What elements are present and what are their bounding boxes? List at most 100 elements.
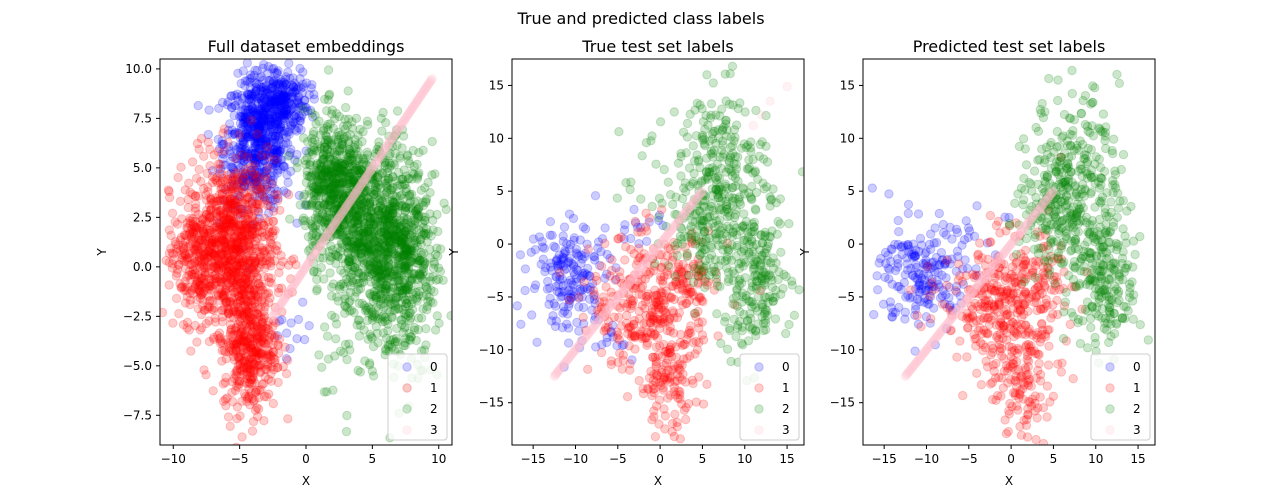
scatter-point (249, 70, 260, 81)
scatter-point (182, 323, 192, 333)
scatter-point (286, 120, 296, 130)
scatter-point (260, 167, 270, 178)
scatter-point (245, 77, 255, 88)
scatter-point (256, 71, 266, 82)
scatter-point (257, 118, 267, 129)
scatter-point (254, 173, 264, 184)
scatter-point (235, 411, 245, 421)
scatter-point (278, 91, 289, 102)
scatter-point (257, 96, 267, 106)
scatter-point (270, 154, 281, 165)
scatter-point (171, 239, 181, 249)
scatter-point (254, 226, 265, 237)
scatter-point (240, 105, 250, 115)
scatter-point (550, 321, 561, 332)
scatter-point (345, 287, 356, 298)
scatter-point (258, 139, 268, 150)
scatter-point (262, 87, 273, 97)
scatter-point (231, 345, 241, 355)
scatter-point (383, 296, 394, 306)
scatter-point (293, 95, 303, 106)
legend-marker (402, 425, 412, 435)
scatter-point (246, 89, 256, 100)
scatter-point (213, 134, 223, 145)
scatter-point (244, 192, 255, 202)
scatter-point (266, 171, 276, 182)
scatter-point (243, 124, 253, 135)
scatter-point (250, 149, 260, 160)
scatter-point (253, 104, 263, 115)
scatter-point (282, 109, 292, 120)
scatter-point (270, 189, 280, 200)
scatter-point (281, 108, 291, 118)
scatter-point (258, 128, 268, 139)
scatter-point (266, 119, 276, 130)
scatter-point (288, 73, 298, 83)
scatter-point (252, 65, 262, 76)
scatter-point (261, 139, 271, 149)
scatter-point (240, 81, 250, 91)
scatter-point (260, 115, 270, 126)
scatter-point (273, 131, 284, 141)
scatter-point (253, 110, 263, 120)
scatter-point (270, 131, 281, 141)
scatter-point (256, 145, 267, 155)
figure-suptitle: True and predicted class labels (516, 9, 764, 28)
scatter-point (294, 92, 304, 102)
scatter-point (212, 178, 223, 188)
x-axis-label: X (302, 474, 310, 488)
scatter-point (278, 79, 288, 90)
scatter-point (258, 151, 268, 161)
scatter-point (243, 117, 253, 128)
scatter-point (269, 183, 280, 194)
scatter-point (232, 180, 243, 190)
scatter-point (258, 168, 269, 179)
scatter-point (266, 99, 276, 109)
scatter-point (219, 146, 230, 156)
scatter-point (284, 59, 294, 69)
scatter-point (302, 106, 313, 116)
scatter-point (172, 264, 183, 275)
scatter-point (279, 99, 289, 110)
scatter-point (250, 89, 260, 99)
scatter-point (288, 117, 298, 127)
scatter-point (211, 196, 221, 206)
scatter-point (218, 139, 228, 149)
scatter-point (235, 118, 246, 129)
scatter-point (368, 341, 379, 352)
scatter-point (248, 251, 259, 262)
scatter-point (246, 126, 257, 137)
scatter-point (269, 148, 279, 158)
scatter-point (421, 340, 431, 350)
scatter-point (269, 93, 279, 104)
scatter-point (247, 115, 258, 125)
scatter-point (255, 84, 265, 95)
scatter-point (246, 220, 257, 231)
scatter-point (298, 297, 308, 307)
scatter-point (277, 88, 288, 98)
scatter-point (268, 97, 278, 107)
scatter-point (634, 243, 644, 254)
series-0 (193, 59, 319, 364)
scatter-point (275, 146, 285, 157)
scatter-point (563, 338, 574, 348)
scatter-point (256, 184, 266, 194)
scatter-point (164, 280, 174, 290)
scatter-point (520, 264, 531, 274)
scatter-point (268, 216, 278, 227)
scatter-point (225, 119, 235, 129)
scatter-point (241, 114, 252, 125)
scatter-point (602, 337, 612, 348)
scatter-point (258, 112, 269, 122)
scatter-point (284, 129, 294, 140)
scatter-point (217, 169, 227, 179)
scatter-point (184, 253, 195, 263)
scatter-point (267, 159, 277, 169)
scatter-point (219, 196, 229, 206)
scatter-point (388, 158, 398, 168)
scatter-point (309, 127, 319, 137)
scatter-point (242, 119, 252, 129)
scatter-point (287, 88, 297, 98)
scatter-point (273, 96, 283, 107)
scatter-point (267, 82, 278, 93)
